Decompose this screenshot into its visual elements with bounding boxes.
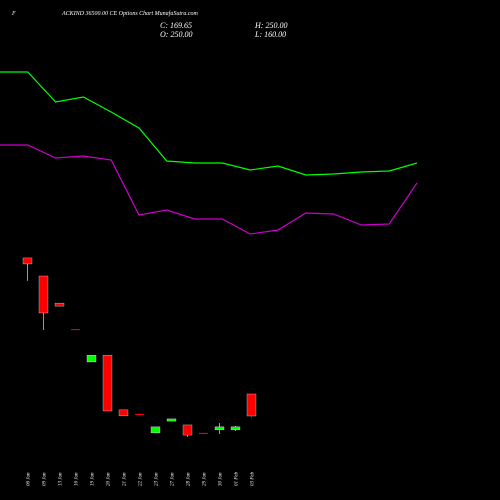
candle-body bbox=[166, 418, 177, 422]
x-tick-label: 22 Jan bbox=[139, 472, 144, 486]
x-tick-label: 06 Jan bbox=[27, 472, 32, 486]
x-tick-label: 19 Jan bbox=[91, 472, 96, 486]
x-tick-label: 29 Jan bbox=[203, 472, 208, 486]
candle-body bbox=[214, 426, 225, 431]
line bbox=[0, 71, 418, 176]
candle-body bbox=[22, 257, 33, 265]
x-tick-label: 09 Jan bbox=[43, 472, 48, 486]
candle-body bbox=[54, 302, 65, 307]
chart-title-prefix: F bbox=[11, 11, 16, 17]
candle-body bbox=[86, 354, 97, 363]
x-tick-label: 13 Jan bbox=[59, 472, 64, 486]
chart-title: ACKIND 36500.00 CE Options Chart MunafaS… bbox=[61, 10, 199, 17]
candle-body bbox=[199, 432, 208, 434]
stat: H: 250.00 bbox=[254, 21, 287, 30]
x-tick-label: 20 Jan bbox=[107, 472, 112, 486]
stat: L: 160.00 bbox=[254, 30, 286, 39]
candle-body bbox=[71, 329, 80, 331]
candle-body bbox=[182, 424, 193, 436]
candle-body bbox=[38, 275, 49, 314]
x-tick-label: 28 Jan bbox=[187, 472, 192, 486]
x-tick-label: 01 Feb bbox=[235, 471, 240, 486]
x-tick-label: 30 Jan bbox=[219, 472, 224, 486]
candle-body bbox=[246, 393, 257, 417]
x-tick-label: 16 Jan bbox=[75, 472, 80, 486]
line bbox=[0, 144, 418, 235]
stat: C: 169.65 bbox=[160, 21, 192, 30]
candle-body bbox=[118, 409, 129, 417]
stat: O: 250.00 bbox=[160, 30, 192, 39]
x-tick-label: 27 Jan bbox=[171, 472, 176, 486]
x-tick-label: 23 Jan bbox=[155, 472, 160, 486]
x-tick-label: 21 Jan bbox=[123, 472, 128, 486]
candle-body bbox=[135, 413, 144, 415]
x-tick-label: 03 Feb bbox=[251, 471, 256, 486]
candle-body bbox=[102, 354, 113, 412]
candle-body bbox=[230, 426, 241, 431]
candle-body bbox=[150, 426, 161, 434]
